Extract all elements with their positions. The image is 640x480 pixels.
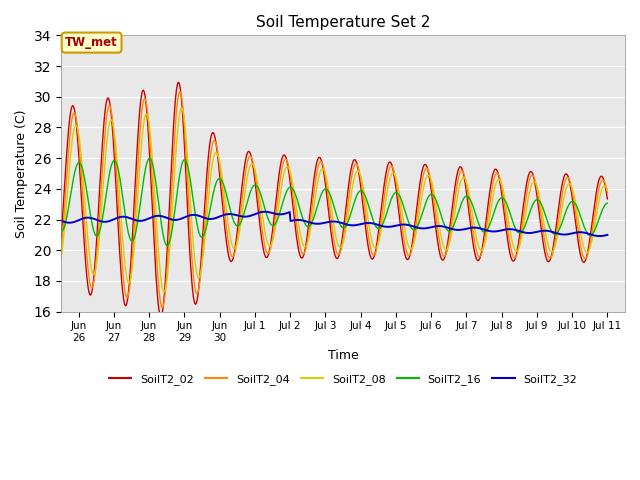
SoilT2_32 [385,224,392,230]
SoilT2_04 [40,141,47,146]
SoilT2_16 [385,203,393,208]
SoilT2_08 [40,136,47,142]
SoilT2_08 [239,206,246,212]
SoilT2_08 [604,187,611,193]
SoilT2_08 [160,289,168,295]
SoilT2_02 [239,178,246,183]
SoilT2_16 [417,216,424,221]
SoilT2_04 [106,103,113,108]
SoilT2_32 [595,233,603,239]
SoilT2_32 [237,214,245,219]
Title: Soil Temperature Set 2: Soil Temperature Set 2 [256,15,430,30]
SoilT2_16 [211,184,219,190]
SoilT2_16 [40,161,47,167]
SoilT2_04 [159,305,166,311]
Text: TW_met: TW_met [65,36,118,49]
SoilT2_02 [385,160,393,166]
SoilT2_04 [417,188,424,193]
SoilT2_32 [261,209,269,215]
SoilT2_16 [106,170,113,176]
SoilT2_02 [260,250,268,255]
SoilT2_04 [239,192,246,197]
SoilT2_32 [259,209,266,215]
SoilT2_02 [40,153,47,159]
SoilT2_04 [260,239,268,245]
SoilT2_32 [416,225,424,231]
SoilT2_16 [604,200,611,206]
Y-axis label: Soil Temperature (C): Soil Temperature (C) [15,109,28,238]
SoilT2_02 [175,80,182,85]
SoilT2_08 [260,224,268,230]
SoilT2_32 [40,218,47,224]
SoilT2_04 [211,138,219,144]
SoilT2_08 [385,180,393,185]
SoilT2_08 [178,105,186,111]
SoilT2_02 [211,133,219,139]
SoilT2_08 [106,120,113,126]
Line: SoilT2_32: SoilT2_32 [44,212,607,236]
SoilT2_32 [604,232,611,238]
SoilT2_02 [604,196,611,202]
Line: SoilT2_04: SoilT2_04 [44,92,607,308]
SoilT2_04 [177,89,184,95]
SoilT2_16 [163,243,171,249]
SoilT2_08 [417,202,424,207]
Line: SoilT2_16: SoilT2_16 [44,158,607,246]
X-axis label: Time: Time [328,348,358,361]
SoilT2_16 [260,203,268,208]
SoilT2_02 [157,313,165,319]
SoilT2_16 [239,215,246,221]
SoilT2_02 [106,99,113,105]
SoilT2_32 [106,218,113,224]
SoilT2_02 [417,176,424,182]
SoilT2_04 [604,190,611,195]
SoilT2_16 [145,156,153,161]
SoilT2_08 [211,151,219,156]
SoilT2_32 [209,216,217,222]
Line: SoilT2_02: SoilT2_02 [44,83,607,316]
Line: SoilT2_08: SoilT2_08 [44,108,607,292]
SoilT2_04 [385,167,393,172]
Legend: SoilT2_02, SoilT2_04, SoilT2_08, SoilT2_16, SoilT2_32: SoilT2_02, SoilT2_04, SoilT2_08, SoilT2_… [104,369,582,389]
